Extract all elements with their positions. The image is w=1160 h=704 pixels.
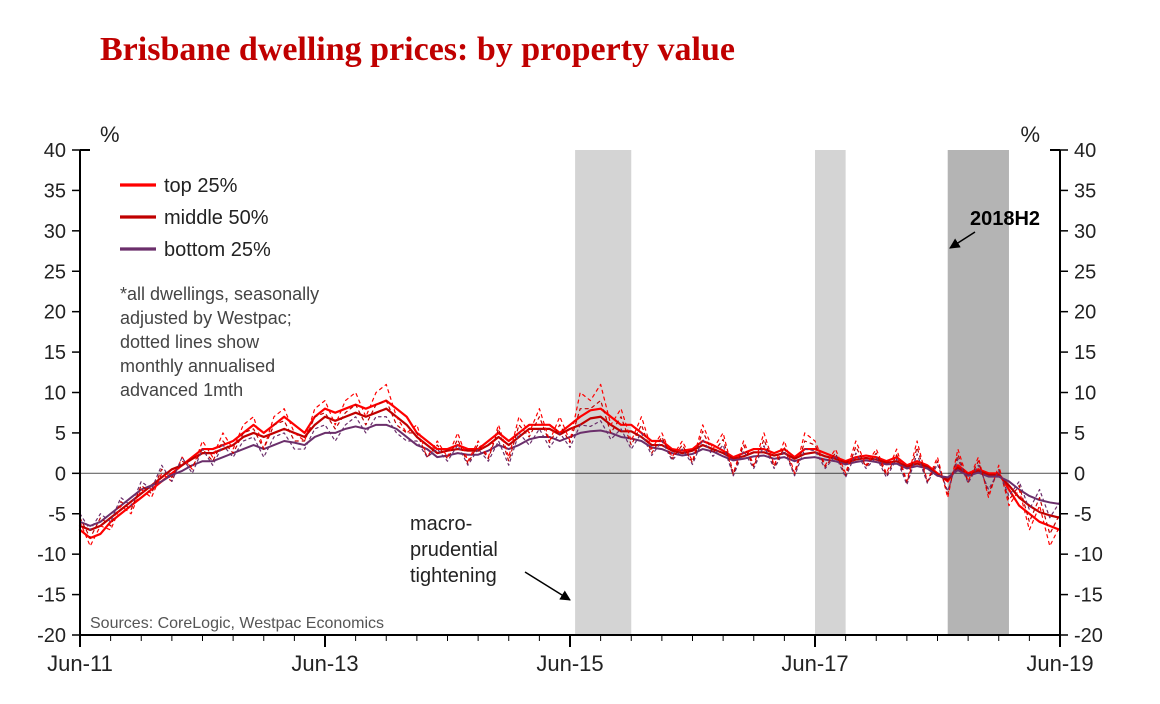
y-tick-left--15: -15 bbox=[37, 585, 66, 607]
x-tick-Jun-17: Jun-17 bbox=[781, 651, 848, 676]
y-tick-right-5: 5 bbox=[1074, 423, 1085, 445]
series-middle50_dotted bbox=[80, 401, 1060, 538]
shaded-region-1 bbox=[815, 150, 846, 635]
annotation-0-arrow bbox=[525, 572, 570, 600]
y-tick-left-40: 40 bbox=[44, 140, 66, 162]
chart-note-line-1: adjusted by Westpac; bbox=[120, 308, 292, 328]
x-tick-Jun-15: Jun-15 bbox=[536, 651, 603, 676]
chart-title: Brisbane dwelling prices: by property va… bbox=[100, 31, 735, 68]
x-tick-Jun-13: Jun-13 bbox=[291, 651, 358, 676]
y-tick-left-5: 5 bbox=[55, 423, 66, 445]
legend-label-2: bottom 25% bbox=[164, 239, 271, 261]
y-tick-left--20: -20 bbox=[37, 625, 66, 647]
chart-note-line-0: *all dwellings, seasonally bbox=[120, 284, 319, 304]
y-tick-right--10: -10 bbox=[1074, 544, 1103, 566]
legend-label-0: top 25% bbox=[164, 175, 238, 197]
x-tick-Jun-19: Jun-19 bbox=[1026, 651, 1093, 676]
y-tick-right-30: 30 bbox=[1074, 221, 1096, 243]
y-tick-left--5: -5 bbox=[48, 504, 66, 526]
series-middle50_solid bbox=[80, 409, 1060, 530]
annotation-0-line-1: prudential bbox=[410, 539, 498, 561]
chart-note-line-2: dotted lines show bbox=[120, 332, 260, 352]
y-label-right: % bbox=[1020, 122, 1040, 147]
y-tick-right--5: -5 bbox=[1074, 504, 1092, 526]
chart-note-line-4: advanced 1mth bbox=[120, 380, 243, 400]
series-top25_solid bbox=[80, 401, 1060, 538]
y-tick-right-0: 0 bbox=[1074, 463, 1085, 485]
y-tick-left-20: 20 bbox=[44, 302, 66, 324]
y-tick-left-30: 30 bbox=[44, 221, 66, 243]
y-tick-left-10: 10 bbox=[44, 383, 66, 405]
sources-text: Sources: CoreLogic, Westpac Economics bbox=[90, 615, 384, 632]
y-tick-left-0: 0 bbox=[55, 463, 66, 485]
legend-label-1: middle 50% bbox=[164, 207, 269, 229]
y-tick-right-40: 40 bbox=[1074, 140, 1096, 162]
y-label-left: % bbox=[100, 122, 120, 147]
y-tick-right--15: -15 bbox=[1074, 585, 1103, 607]
y-tick-right--20: -20 bbox=[1074, 625, 1103, 647]
y-tick-right-20: 20 bbox=[1074, 302, 1096, 324]
y-tick-right-25: 25 bbox=[1074, 261, 1096, 283]
y-tick-right-10: 10 bbox=[1074, 383, 1096, 405]
chart-note-line-3: monthly annualised bbox=[120, 356, 275, 376]
annotation-0-line-0: macro- bbox=[410, 513, 472, 535]
annotation-1-line-0: 2018H2 bbox=[970, 208, 1040, 230]
y-tick-left-35: 35 bbox=[44, 180, 66, 202]
y-tick-right-35: 35 bbox=[1074, 180, 1096, 202]
y-tick-left-25: 25 bbox=[44, 261, 66, 283]
y-tick-right-15: 15 bbox=[1074, 342, 1096, 364]
dwelling-prices-chart: Brisbane dwelling prices: by property va… bbox=[0, 0, 1160, 704]
x-tick-Jun-11: Jun-11 bbox=[47, 651, 113, 676]
y-tick-left-15: 15 bbox=[44, 342, 66, 364]
annotation-0-line-2: tightening bbox=[410, 565, 497, 587]
y-tick-left--10: -10 bbox=[37, 544, 66, 566]
